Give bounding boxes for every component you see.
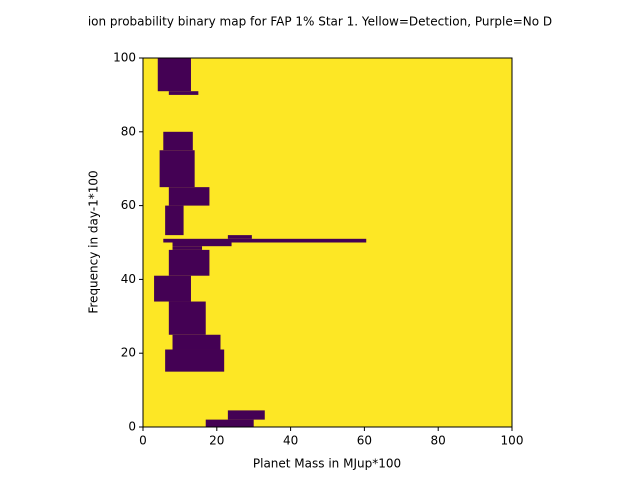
no-detection-region xyxy=(163,131,193,151)
no-detection-region xyxy=(165,349,225,372)
y-tick-label: 0 xyxy=(128,420,136,434)
no-detection-region xyxy=(172,246,203,250)
y-tick-label: 40 xyxy=(121,272,136,286)
no-detection-region xyxy=(159,150,195,188)
no-detection-region xyxy=(163,238,367,243)
no-detection-region xyxy=(172,334,221,350)
x-tick-label: 20 xyxy=(209,434,224,448)
no-detection-region xyxy=(168,91,199,95)
x-axis-label: Planet Mass in MJup*100 xyxy=(253,457,401,471)
plot-frame xyxy=(142,57,513,428)
no-detection-region xyxy=(168,187,210,206)
no-detection-region xyxy=(165,205,184,236)
no-detection-region xyxy=(205,419,254,427)
chart-title: ion probability binary map for FAP 1% St… xyxy=(88,15,552,29)
no-detection-region xyxy=(227,410,265,420)
y-axis-label: Frequency in day-1*100 xyxy=(87,170,101,313)
x-tick-label: 100 xyxy=(501,434,524,448)
x-tick-label: 40 xyxy=(283,434,298,448)
no-detection-region xyxy=(227,235,252,239)
no-detection-region xyxy=(168,249,210,276)
no-detection-region xyxy=(168,301,206,335)
no-detection-region xyxy=(172,242,232,247)
y-tick-label: 20 xyxy=(121,346,136,360)
y-tick-label: 60 xyxy=(121,198,136,212)
no-detection-region xyxy=(157,58,191,92)
x-tick-label: 0 xyxy=(139,434,147,448)
no-detection-region xyxy=(154,275,191,302)
x-tick-label: 60 xyxy=(357,434,372,448)
y-tick-label: 80 xyxy=(121,124,136,138)
x-tick-label: 80 xyxy=(431,434,446,448)
y-tick-label: 100 xyxy=(113,51,136,65)
